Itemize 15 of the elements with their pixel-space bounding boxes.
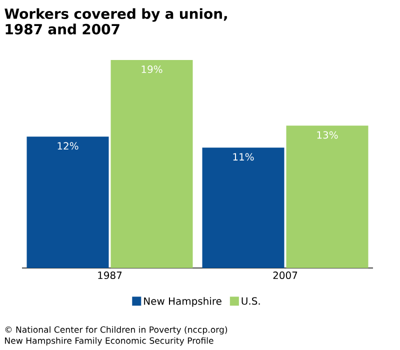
x-tick-label: 1987 bbox=[98, 272, 122, 280]
legend-label: New Hampshire bbox=[144, 297, 222, 307]
data-label: 11% bbox=[233, 153, 254, 161]
data-label: 13% bbox=[317, 131, 338, 139]
text: New Hampshire Family Economic Security Profile bbox=[5, 337, 214, 346]
bar bbox=[286, 126, 368, 268]
bar bbox=[26, 136, 109, 268]
bar bbox=[202, 148, 284, 268]
legend-label: U.S. bbox=[242, 297, 260, 305]
chart-title: Workers covered by a union, 1987 and 2007 bbox=[4, 8, 227, 34]
text: © National Center for Children in Poverty (nccp.org) bbox=[5, 326, 228, 334]
x-tick-label: 2007 bbox=[273, 272, 298, 280]
data-label: 19% bbox=[142, 66, 162, 74]
data-label: 12% bbox=[58, 142, 78, 150]
bar bbox=[110, 60, 193, 268]
